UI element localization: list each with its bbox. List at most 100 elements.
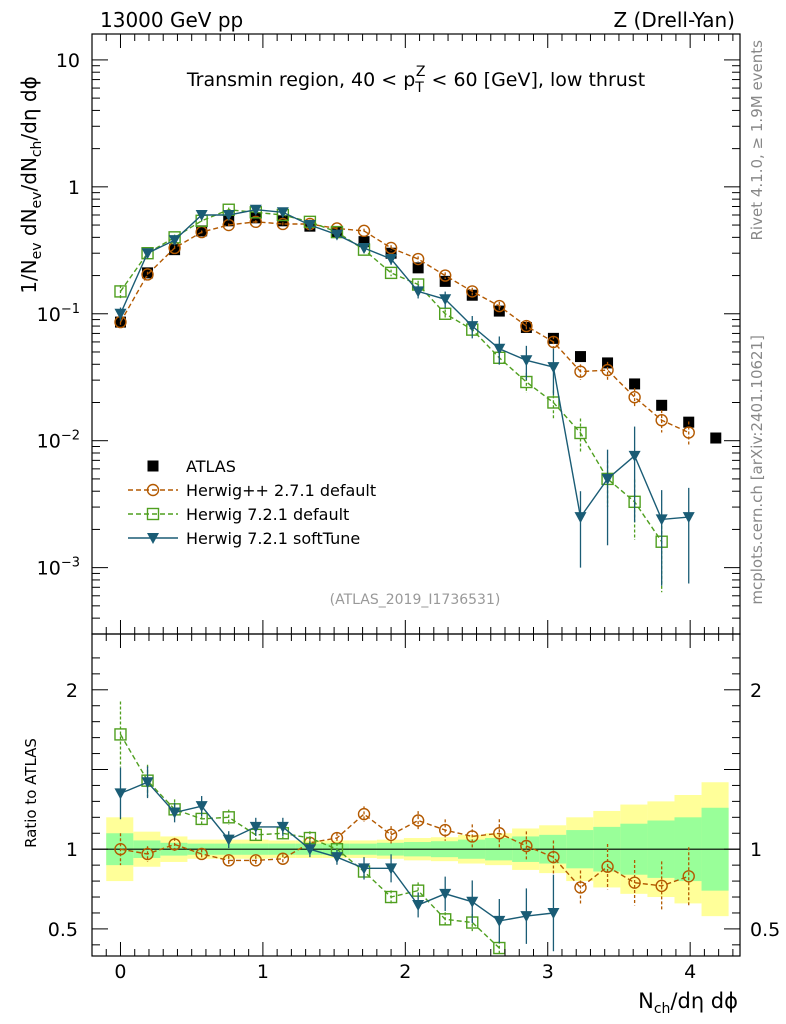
series-line xyxy=(119,208,689,521)
mc-point xyxy=(493,299,506,313)
mc-point xyxy=(574,365,587,378)
mc-point xyxy=(520,355,533,367)
mc-point xyxy=(655,514,668,526)
mc-point xyxy=(114,285,127,298)
ratio-point xyxy=(384,890,398,904)
ratio-point xyxy=(357,807,371,821)
y-tick-label: 10−3 xyxy=(37,556,80,580)
ratio-point xyxy=(168,838,181,851)
ratio-tick-label: 2 xyxy=(66,680,78,702)
analysis-watermark: (ATLAS_2019_I1736531) xyxy=(330,592,501,608)
legend-label: ATLAS xyxy=(186,457,236,476)
legend: ATLAS Herwig++ 2.7.1 default Herwig 7.2.1 … xyxy=(128,457,376,548)
legend-marker xyxy=(147,460,159,472)
mc-point xyxy=(385,254,398,266)
mc-point xyxy=(438,269,452,282)
mc-point xyxy=(682,512,695,524)
legend-label: Herwig++ 2.7.1 default xyxy=(186,481,376,500)
mc-point xyxy=(520,319,533,333)
mc-point xyxy=(466,285,479,298)
legend-label: Herwig 7.2.1 softTune xyxy=(186,529,360,548)
legend-marker xyxy=(146,483,160,497)
legend-label: Herwig 7.2.1 default xyxy=(186,505,349,524)
ratio-point xyxy=(168,807,181,819)
legend-marker xyxy=(147,533,159,544)
mc-point xyxy=(411,252,425,266)
series-line xyxy=(119,221,689,434)
mc-point xyxy=(384,241,398,255)
mc-point xyxy=(114,308,127,320)
ratio-point xyxy=(141,847,154,861)
ratio-point xyxy=(466,830,479,843)
ratio-point xyxy=(195,801,208,813)
y-axis-label: 1/Nev dNev/dNch/dη dϕ xyxy=(17,76,45,294)
ratio-tick-label-right: 1 xyxy=(750,839,762,861)
data-point xyxy=(169,244,181,256)
x-tick-label: 1 xyxy=(257,961,269,983)
ratio-point xyxy=(601,860,614,873)
side-label-bottom: mcplots.cern.ch [arXiv:2401.10621] xyxy=(748,335,766,605)
data-point xyxy=(574,351,586,363)
ratio-tick-label: 0.5 xyxy=(48,919,78,941)
data-point xyxy=(656,399,668,411)
mc-point xyxy=(628,450,641,462)
y-tick-label: 10−2 xyxy=(37,429,80,453)
ratio-frame xyxy=(91,633,741,957)
ratio-point xyxy=(222,834,235,846)
ratio-point xyxy=(114,728,127,741)
y-tick-label: 10−1 xyxy=(37,302,80,326)
mc-point xyxy=(493,343,506,355)
ratio-point xyxy=(411,814,425,827)
plot-title: Transmin region, 40 < pTZ < 60 [GeV], lo… xyxy=(186,64,645,96)
x-tick-label: 2 xyxy=(399,961,411,983)
mc-point xyxy=(276,207,289,219)
ratio-point xyxy=(195,847,208,861)
header-left: 13000 GeV pp xyxy=(100,8,243,32)
data-point xyxy=(629,378,641,390)
ratio-point xyxy=(222,854,235,867)
mc-point xyxy=(682,426,695,439)
mc-point xyxy=(547,335,560,349)
ratio-point xyxy=(141,777,154,789)
main-panel: 10 1 10−1 10−2 10−3 Transmin region, 40 < pT… xyxy=(17,33,741,635)
mc-point xyxy=(412,286,425,298)
ratio-point xyxy=(547,850,560,864)
x-tick-label: 0 xyxy=(114,961,126,983)
ratio-point xyxy=(655,879,668,893)
ratio-point xyxy=(249,821,262,833)
series-line xyxy=(119,208,663,543)
mc-point xyxy=(574,426,587,440)
ratio-y-axis-label: Ratio to ATLAS xyxy=(22,738,40,848)
ratio-point xyxy=(303,844,316,856)
mc-point xyxy=(574,512,587,524)
mc-point xyxy=(655,414,668,427)
mc-point xyxy=(141,248,154,260)
ratio-point xyxy=(412,899,425,911)
mc-point xyxy=(249,215,262,229)
ratio-tick-label-right: 0.5 xyxy=(750,919,780,941)
ratio-point xyxy=(520,911,533,923)
mc-point xyxy=(358,242,371,254)
ratio-point xyxy=(493,827,506,840)
mc-point xyxy=(547,396,560,409)
ratio-point xyxy=(385,863,398,875)
mc-point xyxy=(330,229,343,241)
ratio-point xyxy=(574,881,587,894)
y-tick-label: 10 xyxy=(56,50,80,72)
ratio-line xyxy=(120,813,689,889)
ratio-point xyxy=(358,863,371,875)
mc-point xyxy=(547,362,560,374)
ratio-point xyxy=(493,915,506,927)
x-tick-label: 3 xyxy=(542,961,554,983)
ratio-point xyxy=(384,828,398,842)
ratio-point xyxy=(276,821,289,833)
mc-point xyxy=(357,224,371,238)
ratio-point xyxy=(547,907,560,919)
ratio-point xyxy=(114,842,127,856)
ratio-panel: 0 1 2 3 4 2 2 1 1 0.5 0.5 Ratio to ATLAS xyxy=(22,633,780,983)
ratio-point xyxy=(520,839,533,853)
data-point xyxy=(358,236,370,248)
mc-point xyxy=(249,204,262,216)
data-point xyxy=(710,432,722,444)
